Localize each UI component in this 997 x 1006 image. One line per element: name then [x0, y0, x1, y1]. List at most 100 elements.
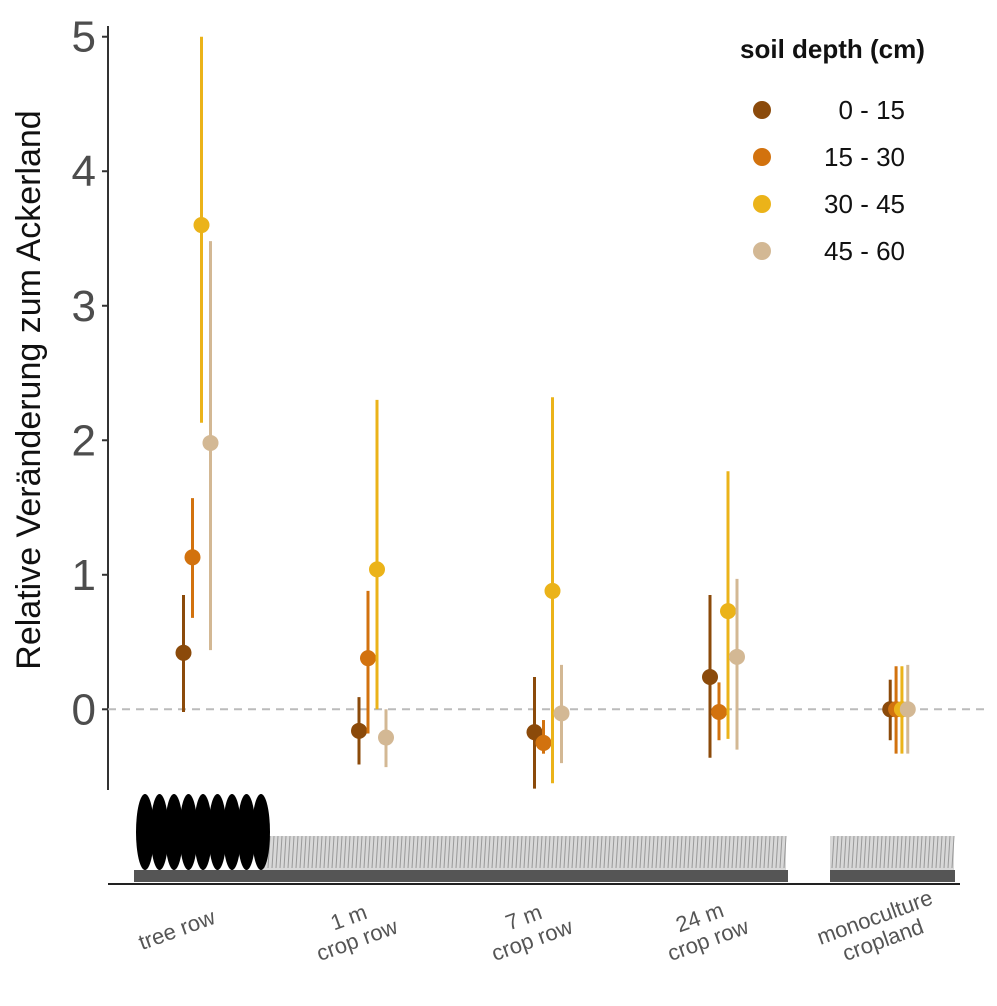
- crop: [835, 835, 839, 869]
- crop: [583, 835, 587, 869]
- crop: [843, 835, 847, 869]
- crop: [883, 835, 887, 869]
- crop: [783, 835, 787, 869]
- crop: [511, 835, 515, 869]
- tree: [165, 794, 183, 870]
- crop: [943, 835, 947, 869]
- crop: [951, 835, 955, 869]
- tree: [179, 794, 198, 870]
- legend-marker: [753, 242, 771, 260]
- tree: [252, 794, 270, 870]
- crop: [639, 835, 643, 869]
- crop: [415, 835, 419, 869]
- crop: [287, 835, 291, 869]
- crop: [895, 835, 899, 869]
- crop: [567, 835, 571, 869]
- crop: [383, 835, 387, 869]
- y-tick-label: 1: [72, 551, 96, 600]
- crop: [727, 835, 731, 869]
- crop: [295, 835, 299, 869]
- crop: [571, 835, 575, 869]
- crop: [467, 835, 471, 869]
- crop: [855, 835, 859, 869]
- crop: [435, 835, 439, 869]
- point: [553, 705, 570, 722]
- crop: [719, 835, 723, 869]
- point: [729, 648, 745, 665]
- tree: [194, 794, 212, 870]
- crop: [763, 835, 767, 869]
- point: [351, 722, 367, 739]
- crop: [271, 835, 275, 869]
- crop: [527, 835, 531, 869]
- crop: [471, 835, 475, 869]
- tree: [136, 794, 154, 870]
- crop: [723, 835, 727, 869]
- crop: [903, 835, 907, 869]
- crop: [491, 835, 495, 869]
- crop: [335, 835, 339, 869]
- crop: [495, 835, 499, 869]
- point: [378, 729, 394, 746]
- ground: [134, 870, 788, 882]
- crop: [387, 835, 391, 869]
- legend-label: 0 - 15: [839, 95, 906, 125]
- crop: [455, 835, 459, 869]
- crop: [563, 835, 567, 869]
- tree: [237, 794, 256, 870]
- tree: [208, 794, 227, 870]
- crop: [931, 835, 935, 869]
- crop: [275, 835, 279, 869]
- crop: [475, 835, 479, 869]
- crop: [767, 835, 771, 869]
- crop: [635, 835, 639, 869]
- crop: [503, 835, 507, 869]
- crop: [607, 835, 611, 869]
- crop: [867, 835, 871, 869]
- crop: [687, 835, 691, 869]
- crop: [643, 835, 647, 869]
- crop: [283, 835, 287, 869]
- crop: [611, 835, 615, 869]
- crop: [715, 835, 719, 869]
- crop: [323, 835, 327, 869]
- crop: [651, 835, 655, 869]
- crop: [499, 835, 503, 869]
- crop: [899, 835, 903, 869]
- crop: [439, 835, 443, 869]
- crop: [667, 835, 671, 869]
- crop: [487, 835, 491, 869]
- crop: [523, 835, 527, 869]
- crop: [887, 835, 891, 869]
- crop: [703, 835, 707, 869]
- crop: [919, 835, 923, 869]
- crop: [671, 835, 675, 869]
- crop: [535, 835, 539, 869]
- crop: [319, 835, 323, 869]
- crop: [779, 835, 783, 869]
- crop: [755, 835, 759, 869]
- crop: [739, 835, 743, 869]
- crop: [711, 835, 715, 869]
- crop: [655, 835, 659, 869]
- crop: [871, 835, 875, 869]
- crop: [859, 835, 863, 869]
- legend-marker: [753, 101, 771, 119]
- legend-label: 15 - 30: [824, 142, 905, 172]
- crop: [515, 835, 519, 869]
- tree: [150, 794, 169, 870]
- crop: [579, 835, 583, 869]
- crop: [371, 835, 375, 869]
- crop: [691, 835, 695, 869]
- y-tick-label: 0: [72, 685, 96, 734]
- crop: [947, 835, 951, 869]
- y-tick-label: 2: [72, 416, 96, 465]
- crop: [851, 835, 855, 869]
- legend-marker: [753, 148, 771, 166]
- point: [702, 669, 718, 686]
- crop: [771, 835, 775, 869]
- crop: [907, 835, 911, 869]
- crop: [379, 835, 383, 869]
- crop: [363, 835, 367, 869]
- y-axis-label: Relative Veränderung zum Ackerland: [10, 110, 48, 669]
